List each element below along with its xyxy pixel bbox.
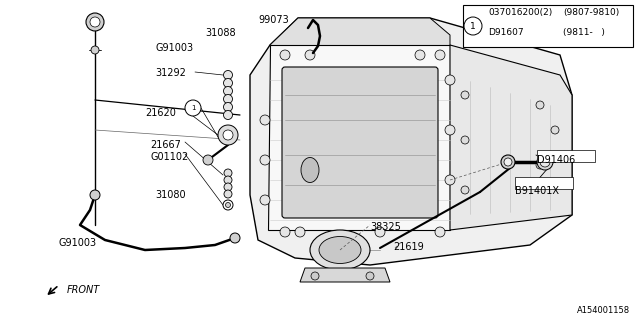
Polygon shape [300,268,390,282]
Circle shape [501,155,515,169]
Circle shape [260,155,270,165]
Circle shape [464,17,482,35]
Text: FRONT: FRONT [67,285,100,295]
Text: 21667: 21667 [150,140,181,150]
Text: G91003: G91003 [155,43,193,53]
Circle shape [280,50,290,60]
Circle shape [445,75,455,85]
Circle shape [223,110,232,119]
Circle shape [230,233,240,243]
Circle shape [536,161,544,169]
Circle shape [223,70,232,79]
Text: 99073: 99073 [258,15,289,25]
Circle shape [445,175,455,185]
Circle shape [280,227,290,237]
Circle shape [461,91,469,99]
Text: 31080: 31080 [155,190,186,200]
Circle shape [185,100,201,116]
Circle shape [90,17,100,27]
FancyBboxPatch shape [463,5,633,47]
Circle shape [86,13,104,31]
Polygon shape [250,18,572,265]
Text: 21620: 21620 [145,108,176,118]
Text: 38325: 38325 [370,222,401,232]
Text: 31292: 31292 [155,68,186,78]
Text: 037016200(2): 037016200(2) [488,8,552,17]
Circle shape [415,50,425,60]
Polygon shape [270,18,450,65]
Circle shape [203,155,213,165]
Circle shape [224,190,232,198]
Circle shape [504,158,512,166]
Circle shape [91,46,99,54]
Text: (9811-   ): (9811- ) [563,28,605,37]
Circle shape [260,195,270,205]
Circle shape [537,154,553,170]
Circle shape [435,50,445,60]
Text: 31088: 31088 [205,28,236,38]
Circle shape [223,94,232,103]
FancyBboxPatch shape [282,67,438,218]
Ellipse shape [319,236,361,263]
Circle shape [551,126,559,134]
Circle shape [375,227,385,237]
Polygon shape [450,45,572,230]
Text: G01102: G01102 [150,152,188,162]
Circle shape [435,227,445,237]
Circle shape [540,157,550,167]
Text: D91607: D91607 [488,28,524,37]
Polygon shape [268,45,450,230]
Circle shape [311,272,319,280]
Circle shape [223,78,232,87]
Circle shape [461,136,469,144]
FancyBboxPatch shape [537,150,595,162]
Circle shape [295,227,305,237]
Circle shape [223,86,232,95]
Circle shape [223,102,232,111]
Text: 1: 1 [191,105,195,111]
Text: G91003: G91003 [58,238,96,248]
Circle shape [223,130,233,140]
Circle shape [90,190,100,200]
Circle shape [536,101,544,109]
Text: D91406: D91406 [537,155,575,165]
Circle shape [224,176,232,184]
Circle shape [366,272,374,280]
Text: (9807-9810): (9807-9810) [563,8,620,17]
Text: 1: 1 [470,21,476,30]
FancyBboxPatch shape [515,177,573,189]
Text: 21619: 21619 [393,242,424,252]
Circle shape [461,186,469,194]
Circle shape [445,125,455,135]
Circle shape [224,183,232,191]
Circle shape [305,50,315,60]
Circle shape [218,125,238,145]
Circle shape [260,115,270,125]
Ellipse shape [301,157,319,182]
Text: A154001158: A154001158 [577,306,630,315]
Circle shape [223,200,233,210]
Circle shape [225,203,230,207]
Text: B91401X: B91401X [515,186,559,196]
Circle shape [224,169,232,177]
Ellipse shape [310,230,370,270]
